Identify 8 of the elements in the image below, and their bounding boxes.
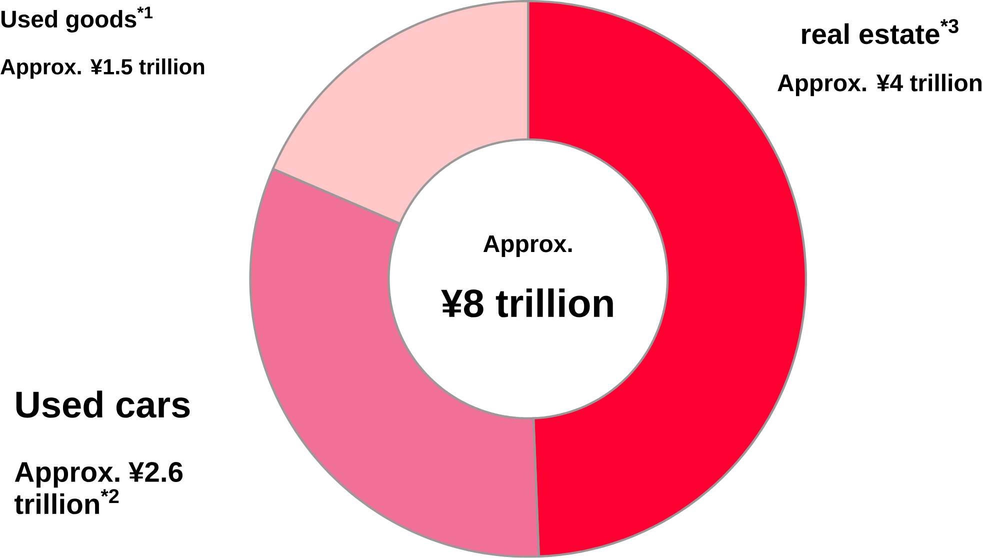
text: ¥8 trillion [441, 288, 613, 318]
slice-label: real estate$^{*3}$ [802, 19, 958, 44]
data-label: Approx. ¥1.5 trillion [0, 58, 204, 79]
data-label: Approx. ¥2.6 trillion$^{*2}$ [14, 462, 183, 514]
slice-label: Used goods$^{*1}$ [1, 6, 153, 33]
data-label: Approx. ¥4 trillion [778, 74, 982, 96]
text: Approx. [483, 236, 572, 258]
slice-label: Used cars [16, 390, 190, 418]
